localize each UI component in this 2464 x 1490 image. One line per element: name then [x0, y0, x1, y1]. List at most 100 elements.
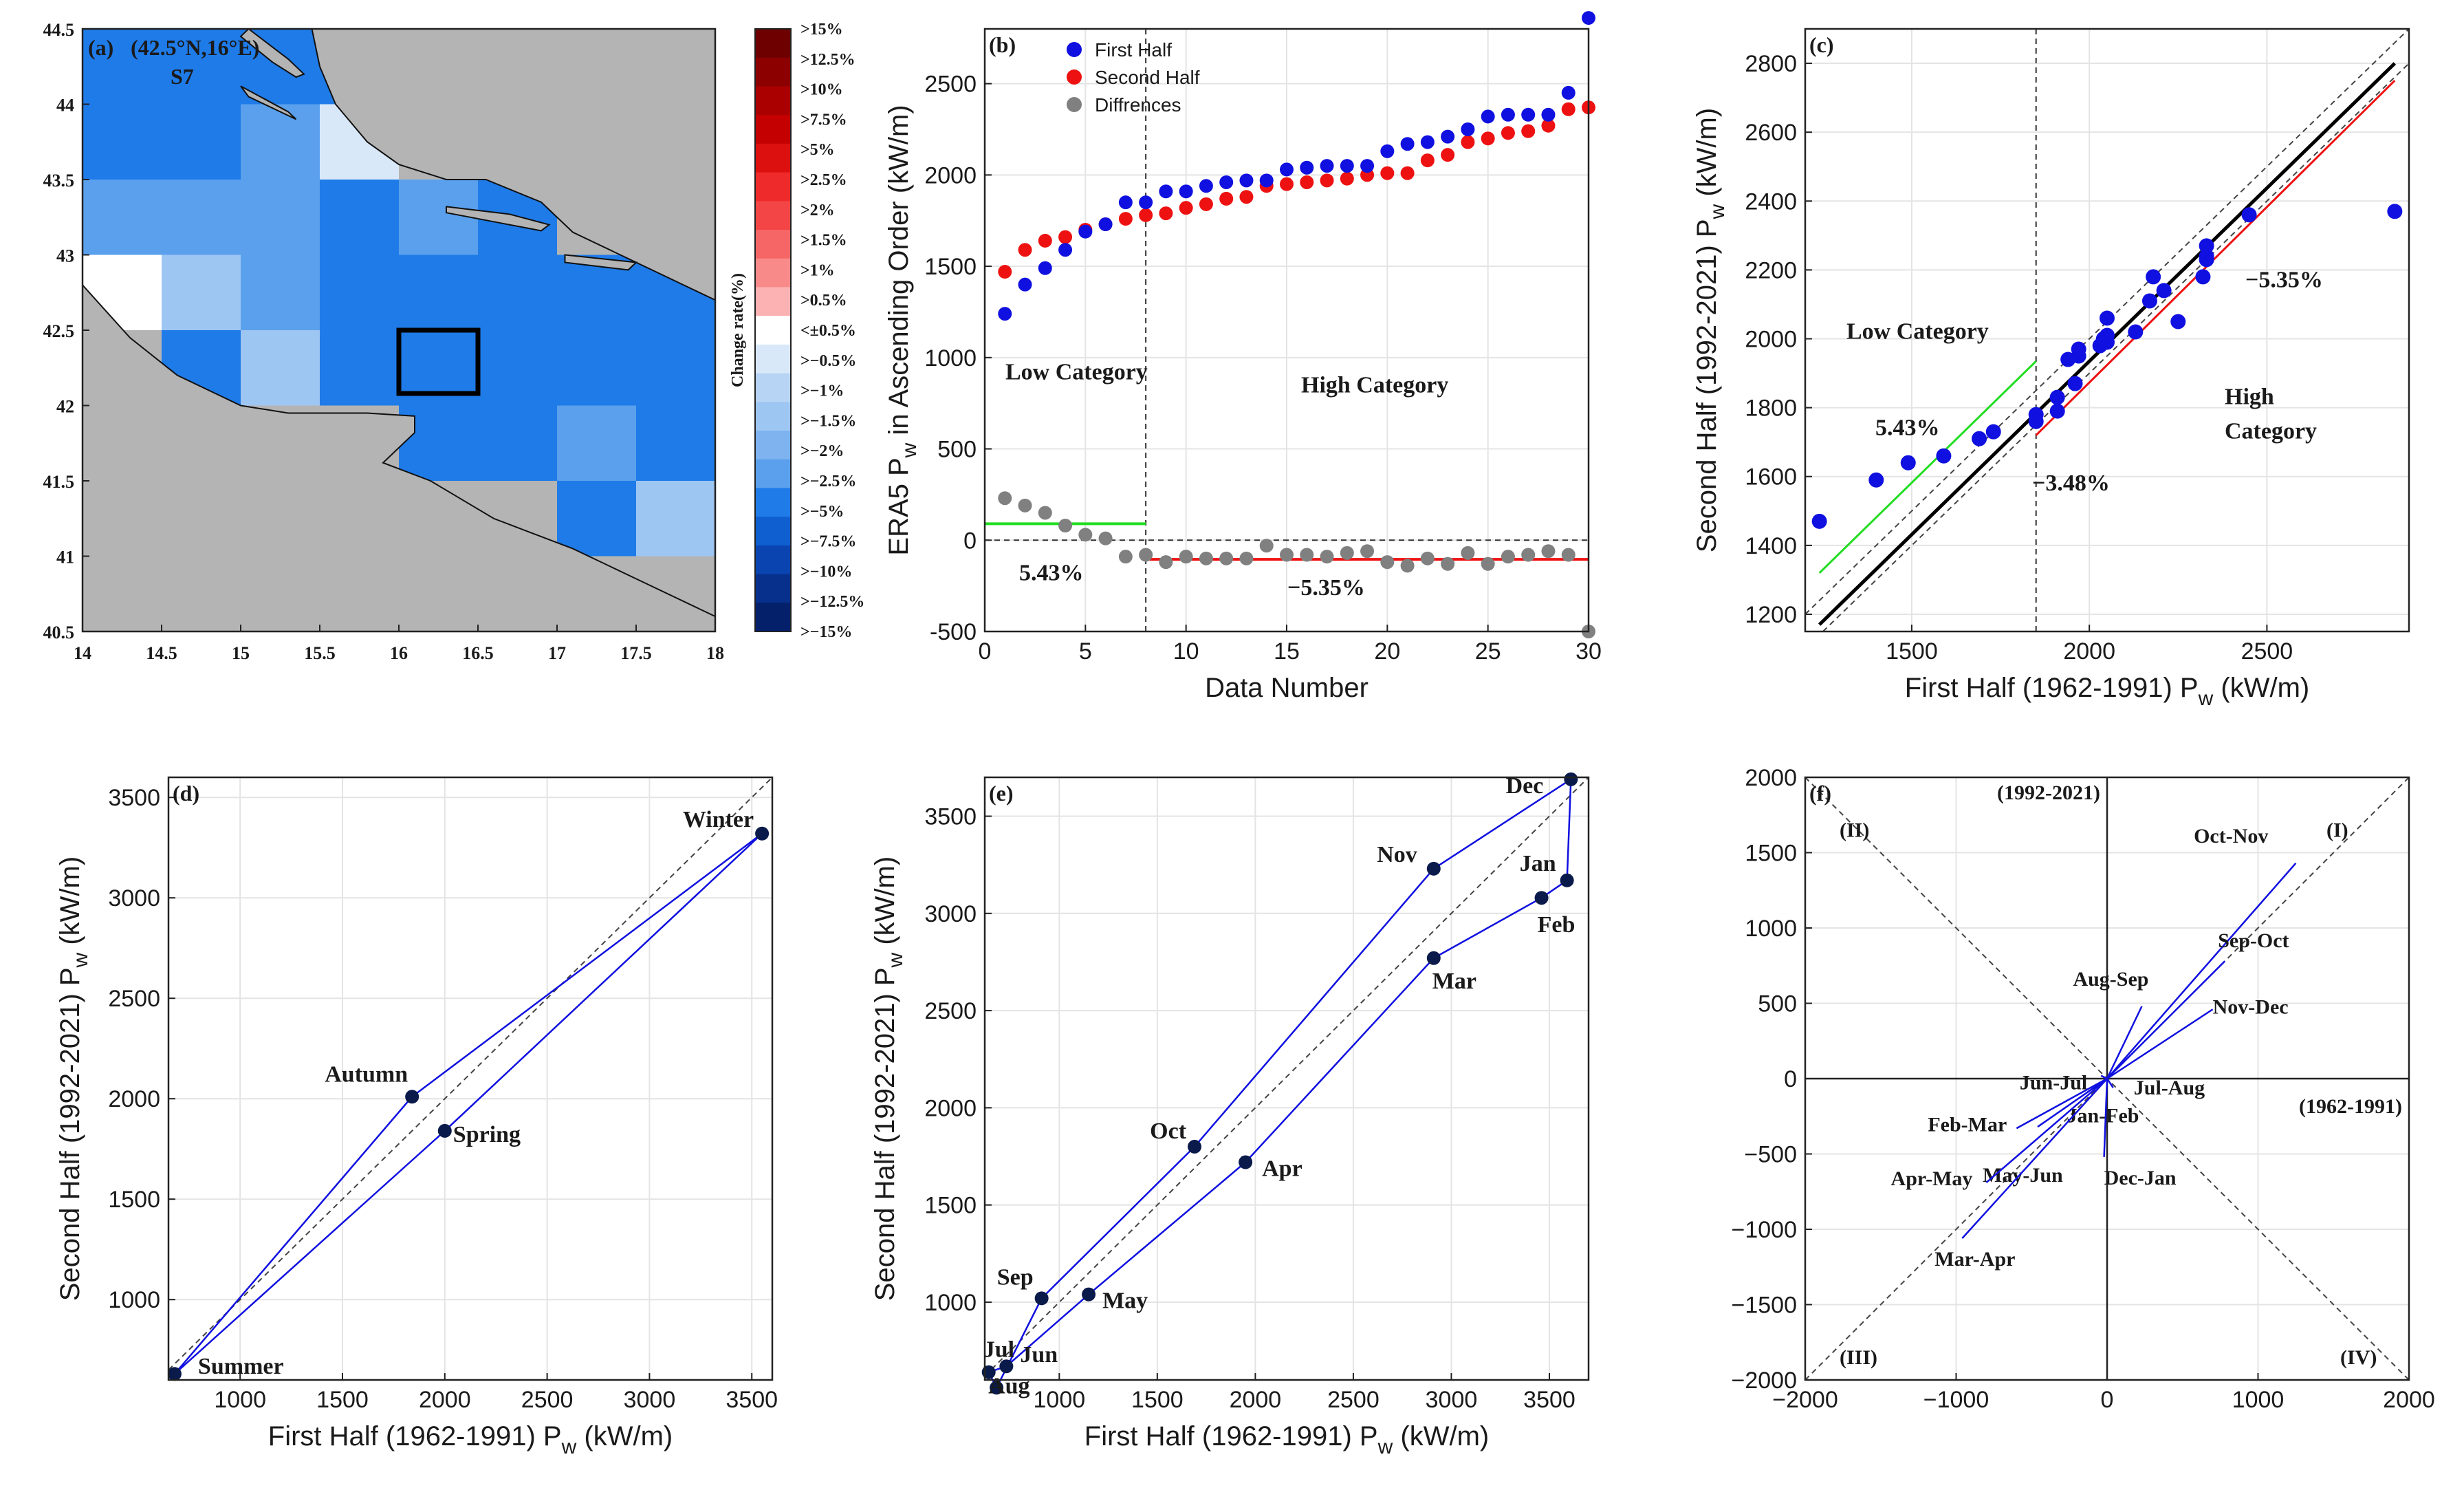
c-frame	[1804, 28, 2410, 633]
c-point	[2071, 341, 2086, 357]
a-colorbar-label: >−12.5%	[800, 593, 864, 611]
b-point-first-half	[1118, 195, 1133, 210]
b-point-diffrences	[1139, 548, 1153, 562]
c-point	[2141, 293, 2157, 309]
a-cell	[399, 255, 478, 330]
c-point	[1936, 448, 1952, 464]
e-label-sep: Sep	[997, 1264, 1034, 1290]
c-xtick-label: 1500	[1886, 638, 1938, 665]
b-point-diffrences	[1078, 528, 1093, 542]
b-low-category-label: Low Category	[1005, 360, 1148, 385]
c-point	[2028, 407, 2044, 422]
b-point-second-half	[1481, 131, 1495, 146]
f-frame	[1804, 776, 2410, 1381]
f-label-dec-jan: Dec-Jan	[2104, 1167, 2177, 1189]
b-point-diffrences	[1320, 550, 1334, 564]
a-colorbar-swatch	[755, 230, 791, 259]
a-cell	[557, 481, 636, 557]
a-panel-label: (a)	[88, 35, 113, 60]
b-point-diffrences	[1340, 546, 1354, 560]
b-point-diffrences	[1179, 550, 1193, 564]
a-island-brac	[446, 206, 551, 232]
b-point-first-half	[1501, 107, 1515, 122]
f-vector-jun-jul	[2100, 1075, 2108, 1080]
f-label-oct-nov: Oct-Nov	[2194, 825, 2268, 847]
a-colorbar-label: >15%	[800, 21, 843, 39]
d-panel-label: (d)	[173, 781, 199, 806]
f-xaxis-label: (1962-1991)	[2299, 1095, 2402, 1118]
b-legend-label: Second Half	[1095, 67, 1200, 88]
b-ytick-label: 2500	[924, 72, 977, 98]
c-point	[2241, 207, 2257, 223]
c-point	[2195, 269, 2211, 285]
b-point-second-half	[1179, 201, 1193, 215]
d-point-winter	[755, 826, 770, 841]
b-point-second-half	[1380, 166, 1395, 180]
a-colorbar-swatch	[755, 402, 791, 431]
e-panel-label: (e)	[989, 781, 1014, 806]
f-vector-nov-dec	[2106, 1008, 2214, 1080]
a-colorbar-swatch	[755, 373, 791, 402]
c-point	[2170, 314, 2186, 330]
c-ytick-label: 1400	[1745, 533, 1797, 559]
b-point-first-half	[1280, 162, 1294, 177]
b-ytick-label: 0	[963, 528, 977, 554]
b-point-diffrences	[1058, 519, 1073, 533]
e-point-feb	[1534, 891, 1549, 905]
c-point	[2049, 389, 2065, 405]
a-colorbar-swatch	[755, 86, 791, 116]
b-legend-marker	[1067, 69, 1082, 85]
b-point-second-half	[998, 265, 1012, 279]
d-xlabel: First Half (1962-1991) Pw (kW/m)	[268, 1421, 673, 1458]
c-point	[1972, 431, 1987, 446]
a-cell	[320, 330, 399, 406]
e-ytick-label: 1500	[924, 1193, 977, 1219]
d-ytick-label: 2500	[108, 986, 160, 1012]
b-point-second-half	[1118, 212, 1133, 226]
a-xtick-label: 14	[74, 643, 91, 663]
b-xtick-label: 20	[1374, 638, 1400, 665]
c-point	[1900, 455, 1916, 471]
d-xtick-label: 3000	[624, 1387, 676, 1413]
c-black-label: −3.48%	[2032, 471, 2110, 496]
b-legend-marker	[1067, 97, 1082, 112]
b-point-second-half	[1521, 124, 1536, 138]
b-ytick-label: 1000	[924, 345, 977, 371]
b-point-second-half	[1561, 102, 1576, 116]
a-colorbar-label: <±0.5%	[800, 322, 856, 340]
a-colorbar-label: >−5%	[800, 503, 844, 521]
b-point-first-half	[1400, 137, 1415, 151]
d-ytick-label: 1000	[108, 1287, 160, 1313]
f-quadrant-i: (I)	[2326, 819, 2348, 842]
e-label-nov: Nov	[1377, 842, 1417, 867]
a-cell	[478, 255, 557, 330]
a-colorbar-swatch	[755, 574, 791, 603]
b-xtick-label: 25	[1475, 638, 1501, 665]
b-point-second-half	[1461, 135, 1475, 149]
e-ylabel: Second Half (1992-2021) Pw (kW/m)	[870, 856, 907, 1301]
b-xlabel: Data Number	[1205, 673, 1369, 703]
d-diagonal	[168, 777, 773, 1371]
a-colorbar-label: >−2.5%	[800, 473, 856, 490]
f-label-jun-jul: Jun-Jul	[2020, 1072, 2087, 1094]
c-xtick-label: 2000	[2063, 638, 2115, 665]
f-label-mar-apr: Mar-Apr	[1934, 1248, 2015, 1271]
a-colorbar-swatch	[755, 115, 791, 144]
a-ytick-label: 44	[56, 96, 74, 116]
d-xtick-label: 2000	[419, 1387, 471, 1413]
e-xtick-label: 3000	[1426, 1387, 1478, 1413]
f-label-aug-sep: Aug-Sep	[2073, 968, 2148, 991]
b-point-second-half	[1441, 148, 1455, 162]
f-xtick-label: 2000	[2383, 1387, 2435, 1413]
b-point-diffrences	[1501, 550, 1515, 564]
a-xtick-label: 14.5	[146, 643, 177, 663]
a-xtick-label: 18	[706, 643, 724, 663]
d-ytick-label: 3000	[108, 885, 160, 911]
e-ytick-label: 3000	[924, 901, 977, 927]
a-cell	[636, 330, 715, 406]
c-point	[2100, 327, 2115, 343]
f-ytick-label: 1500	[1745, 841, 1797, 867]
b-point-second-half	[1199, 197, 1213, 211]
b-point-diffrences	[1521, 548, 1536, 562]
c-diagonal-offset	[1822, 63, 2410, 632]
